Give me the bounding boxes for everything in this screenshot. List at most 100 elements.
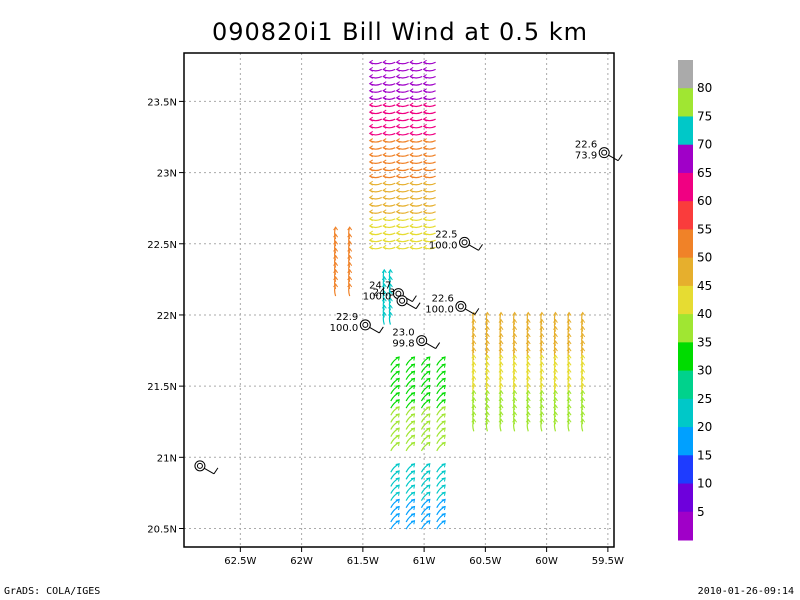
wind-arrowhead — [580, 361, 586, 366]
wind-arrowhead — [422, 180, 427, 186]
wind-arrowhead — [422, 166, 427, 172]
wind-arrowhead — [333, 254, 339, 259]
wind-arrowhead — [566, 397, 572, 402]
y-tick-label: 20.5N — [147, 524, 177, 535]
wind-arrowhead — [395, 237, 400, 243]
wind-arrowhead — [410, 477, 416, 482]
wind-arrowhead — [382, 166, 387, 172]
wind-arrowhead — [395, 74, 400, 79]
wind-arrowhead — [368, 187, 374, 193]
wind-arrowhead — [382, 88, 387, 94]
colorbar-label: 10 — [697, 477, 712, 491]
y-tick-label: 22N — [157, 311, 177, 322]
wind-arrowhead — [484, 325, 490, 331]
wind-arrowhead — [441, 505, 446, 511]
wind-arrowhead — [525, 318, 531, 323]
wind-arrowhead — [422, 131, 427, 136]
wind-arrowhead — [395, 81, 400, 87]
wind-arrowhead — [580, 354, 586, 359]
wind-arrowhead — [525, 418, 531, 423]
wind-arrowhead — [409, 138, 414, 143]
wind-arrowhead — [566, 311, 572, 316]
wind-arrowhead — [553, 375, 558, 380]
wind-arrowhead — [388, 290, 393, 295]
wind-arrowhead — [382, 216, 387, 222]
wind-arrowhead — [580, 368, 586, 373]
wind-arrowhead — [566, 361, 572, 366]
wind-arrowhead — [382, 223, 387, 229]
wind-barb — [213, 467, 219, 475]
colorbar-segment — [678, 398, 693, 428]
wind-arrowhead — [441, 384, 446, 390]
wind-arrowhead — [410, 363, 416, 368]
dropsonde-label-top: 23.0 — [392, 328, 414, 339]
wind-arrowhead — [395, 123, 400, 129]
wind-arrowhead — [410, 391, 416, 397]
dropsonde-marker-inner — [418, 337, 425, 344]
colorbar-label: 30 — [697, 364, 712, 378]
wind-arrowhead — [498, 375, 504, 380]
wind-arrowhead — [580, 332, 586, 338]
wind-arrowhead — [426, 441, 431, 447]
wind-arrowhead — [441, 477, 446, 482]
wind-arrowhead — [395, 406, 400, 411]
wind-arrowhead — [409, 187, 414, 193]
wind-arrowhead — [395, 477, 400, 482]
wind-arrowhead — [512, 418, 518, 423]
wind-arrowhead — [333, 226, 339, 231]
wind-arrowhead — [525, 382, 531, 387]
wind-arrowhead — [441, 406, 446, 411]
wind-arrowhead — [395, 484, 400, 489]
wind-arrowhead — [347, 233, 353, 238]
dropsonde-label-top: 22.5 — [435, 229, 457, 240]
wind-arrowhead — [484, 368, 490, 373]
wind-arrowhead — [471, 404, 477, 409]
wind-arrowhead — [395, 399, 400, 404]
wind-arrowhead — [426, 498, 431, 503]
wind-arrowhead — [426, 413, 431, 418]
wind-arrowhead — [382, 123, 387, 129]
wind-barb — [478, 244, 483, 251]
dropsonde-marker — [459, 236, 471, 248]
wind-arrowhead — [368, 195, 374, 200]
wind-arrowhead — [498, 382, 504, 387]
dropsonde-label-bottom: 99.8 — [392, 339, 414, 350]
wind-streamline — [436, 441, 446, 452]
wind-arrowhead — [409, 81, 414, 87]
plot-frame — [183, 52, 615, 548]
colorbar-label: 15 — [697, 448, 712, 462]
wind-arrowhead — [382, 202, 387, 208]
wind-arrowhead — [566, 347, 572, 352]
wind-arrowhead — [580, 404, 586, 409]
wind-arrowhead — [512, 354, 518, 359]
colorbar-segment — [678, 370, 693, 400]
wind-arrowhead — [471, 389, 477, 395]
wind-arrowhead — [395, 370, 400, 375]
wind-arrowhead — [422, 173, 427, 179]
wind-arrowhead — [381, 290, 387, 295]
wind-arrowhead — [426, 470, 431, 475]
wind-arrowhead — [553, 318, 558, 323]
wind-arrowhead — [382, 81, 387, 87]
wind-arrowhead — [333, 247, 339, 252]
wind-arrowhead — [441, 399, 446, 404]
wind-arrowhead — [484, 389, 490, 395]
wind-arrowhead — [410, 356, 416, 361]
colorbar-label: 75 — [697, 109, 712, 123]
wind-arrowhead — [347, 226, 353, 231]
wind-arrowhead — [422, 244, 427, 250]
wind-arrowhead — [422, 116, 427, 122]
wind-arrowhead — [382, 180, 387, 186]
colorbar-segment — [678, 314, 693, 343]
dropsonde-marker-inner — [196, 462, 203, 469]
colorbar-segment — [678, 455, 693, 485]
wind-arrowhead — [381, 283, 387, 288]
colorbar-label: 50 — [697, 251, 712, 265]
wind-arrowhead — [484, 318, 490, 323]
wind-arrowhead — [368, 244, 374, 250]
wind-arrowhead — [422, 209, 427, 215]
wind-arrowhead — [333, 261, 339, 266]
wind-arrowhead — [409, 166, 414, 172]
wind-arrowhead — [368, 88, 374, 94]
